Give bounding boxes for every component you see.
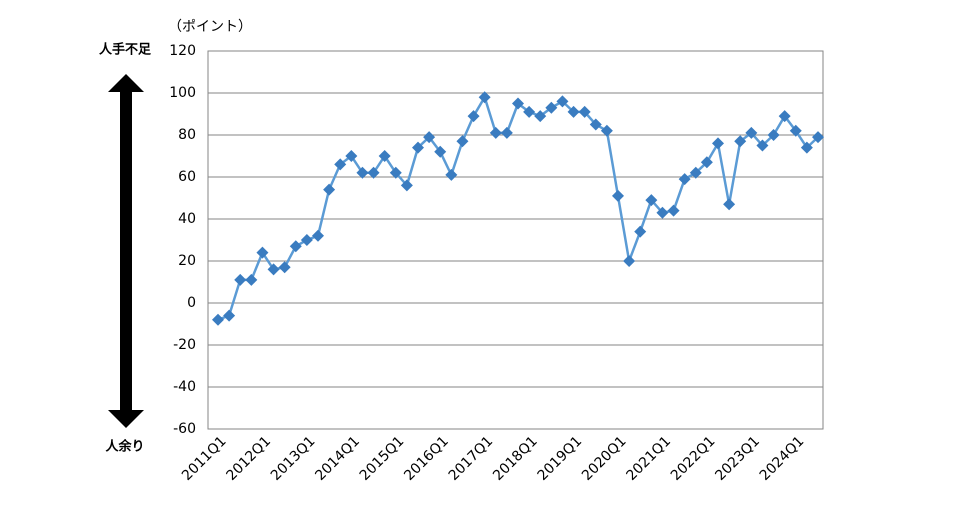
marker [623, 255, 636, 267]
x-tick-label: 2019Q1 [535, 433, 586, 484]
y-tick-label: -20 [173, 337, 196, 353]
x-tick-label: 2011Q1 [179, 433, 230, 484]
marker [334, 158, 347, 171]
marker [378, 150, 391, 162]
marker [567, 105, 580, 118]
marker [589, 118, 602, 131]
marker [745, 126, 758, 139]
marker [412, 141, 424, 154]
x-tick-label: 2024Q1 [757, 433, 808, 484]
unit-label: （ポイント） [168, 19, 252, 35]
marker [223, 309, 236, 322]
marker [456, 135, 469, 148]
marker [523, 105, 536, 118]
marker [634, 225, 647, 238]
y-tick-label: 80 [178, 127, 196, 143]
x-tick-label: 2013Q1 [268, 433, 319, 484]
marker [267, 263, 280, 276]
marker [812, 131, 824, 144]
x-tick-label: 2012Q1 [223, 433, 274, 484]
marker [400, 179, 413, 192]
x-tick-label: 2023Q1 [712, 433, 763, 484]
marker [345, 150, 358, 162]
marker [767, 129, 780, 141]
marker [312, 229, 324, 242]
y-tick-label: 40 [178, 211, 196, 227]
marker [778, 110, 791, 123]
marker [423, 131, 436, 144]
marker [367, 166, 380, 179]
marker [678, 173, 691, 186]
marker [756, 139, 769, 152]
marker [434, 145, 447, 158]
marker [256, 246, 269, 259]
marker [534, 110, 547, 123]
marker [300, 234, 313, 246]
marker [700, 156, 713, 169]
x-tick-label: 2016Q1 [401, 433, 452, 484]
lower-label: 人余り [105, 439, 144, 455]
marker [734, 135, 747, 148]
marker [612, 189, 624, 202]
marker [445, 168, 458, 181]
marker [245, 273, 258, 286]
x-tick-label: 2022Q1 [668, 433, 719, 484]
x-tick-label: 2015Q1 [357, 433, 408, 484]
y-tick-label: 60 [178, 169, 196, 185]
marker [689, 166, 702, 179]
marker [234, 273, 247, 286]
marker [645, 194, 658, 207]
y-tick-label: -60 [173, 421, 196, 437]
marker [600, 124, 613, 137]
marker [789, 124, 802, 137]
double-arrow [108, 74, 144, 428]
x-tick-label: 2021Q1 [623, 433, 674, 484]
y-tick-label: 0 [187, 295, 196, 311]
marker [489, 126, 502, 139]
y-tick-label: -40 [173, 379, 196, 395]
upper-label: 人手不足 [99, 42, 152, 58]
marker [478, 91, 491, 104]
y-tick-label: 120 [169, 43, 196, 59]
marker [389, 166, 402, 179]
y-tick-label: 100 [169, 85, 196, 101]
marker [356, 166, 369, 179]
marker [512, 97, 524, 110]
x-tick-label: 2014Q1 [312, 433, 363, 484]
marker [556, 95, 569, 108]
x-tick-label: 2018Q1 [490, 433, 541, 484]
marker [323, 183, 336, 196]
marker [712, 137, 724, 150]
x-tick-label: 2017Q1 [446, 433, 497, 484]
marker [289, 240, 302, 253]
marker [545, 101, 558, 114]
marker [278, 261, 291, 274]
marker [723, 198, 736, 211]
x-tick-label: 2020Q1 [579, 433, 630, 484]
marker [667, 204, 680, 217]
marker [656, 206, 669, 219]
marker [500, 126, 513, 139]
marker [467, 110, 480, 123]
marker [578, 105, 591, 118]
y-tick-label: 20 [178, 253, 196, 269]
marker [212, 313, 224, 326]
marker [800, 141, 813, 154]
